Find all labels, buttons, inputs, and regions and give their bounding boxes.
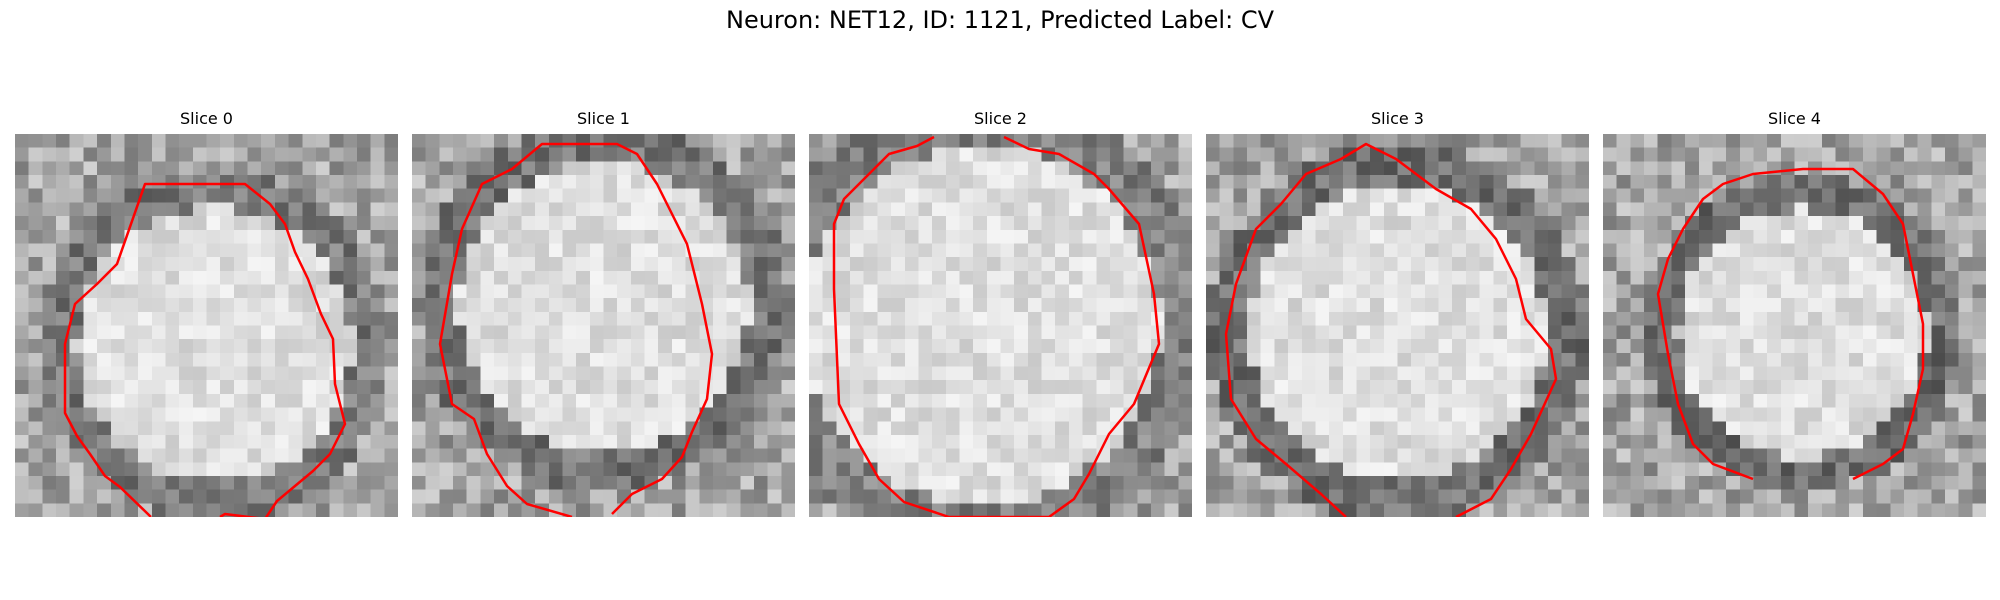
microscopy-image [809, 134, 1192, 517]
slice-panel-2: Slice 2 [809, 108, 1192, 517]
slice-title: Slice 0 [180, 109, 233, 128]
slice-panel-4: Slice 4 [1603, 108, 1986, 517]
roi-contour [832, 135, 1161, 517]
roi-contour [438, 142, 714, 517]
slice-panel-0: Slice 0 [15, 108, 398, 517]
microscopy-image [1603, 134, 1986, 517]
roi-contour [1656, 167, 1925, 481]
slice-panel-1: Slice 1 [412, 108, 795, 517]
microscopy-image [15, 134, 398, 517]
slice-title: Slice 4 [1768, 109, 1821, 128]
grayscale-pixels [809, 134, 1192, 517]
roi-contour [1224, 142, 1558, 517]
grayscale-pixels [15, 134, 398, 517]
figure-title: Neuron: NET12, ID: 1121, Predicted Label… [726, 6, 1274, 34]
slice-title: Slice 1 [577, 109, 630, 128]
microscopy-image [412, 134, 795, 517]
microscopy-image [1206, 134, 1589, 517]
slice-title: Slice 3 [1371, 109, 1424, 128]
roi-contour [63, 182, 347, 517]
grayscale-pixels [1206, 134, 1589, 517]
slice-panel-3: Slice 3 [1206, 108, 1589, 517]
slice-title: Slice 2 [974, 109, 1027, 128]
